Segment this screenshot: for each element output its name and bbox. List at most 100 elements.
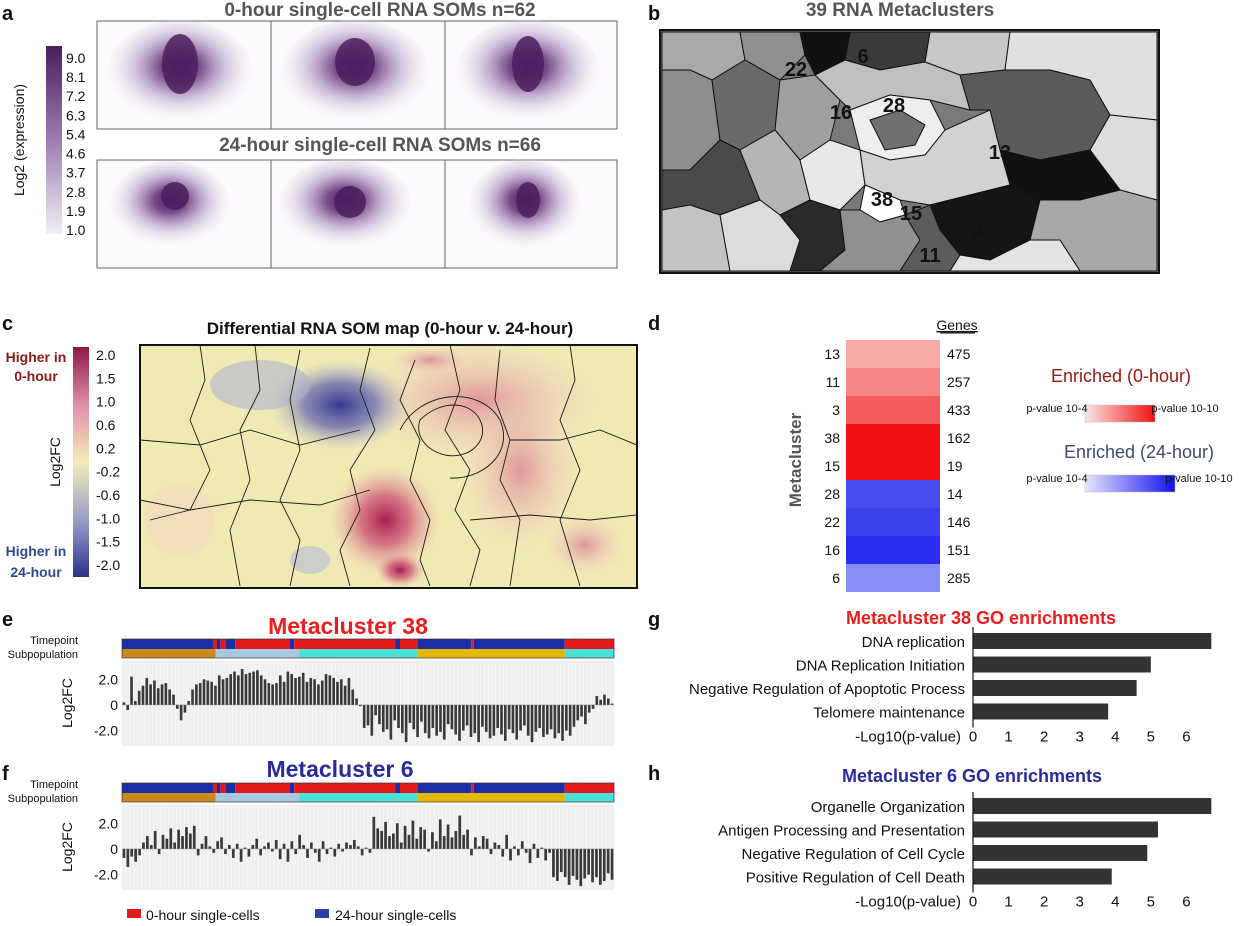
log2fc-bar xyxy=(251,845,255,849)
log2fc-bar xyxy=(415,838,419,849)
subpopulation-track-label: Subpopulation xyxy=(8,793,78,805)
log2fc-bar xyxy=(339,679,343,705)
log2fc-bar xyxy=(168,689,172,705)
x-tick-label: 0 xyxy=(969,894,977,911)
timepoint-track-segment xyxy=(220,783,226,793)
log2fc-bar xyxy=(564,704,568,731)
heatmap-cell xyxy=(846,396,940,424)
log2fc-bar xyxy=(389,704,393,740)
log2fc-bar xyxy=(458,815,462,849)
log2fc-bar xyxy=(356,846,360,849)
log2fc-bar xyxy=(294,677,297,705)
log2fc-bar xyxy=(559,848,563,873)
go-term-bar xyxy=(973,821,1158,838)
panel-letter-f: f xyxy=(2,763,9,785)
log2fc-bar xyxy=(584,704,587,725)
log2fc-bar xyxy=(545,704,549,735)
log2fc-bar xyxy=(320,680,324,705)
som-expression-core xyxy=(335,38,375,86)
metacluster-label-28: 28 xyxy=(883,95,905,117)
metacluster-label-13: 13 xyxy=(989,142,1011,164)
log2fc-bar xyxy=(576,704,580,721)
log2fc-bar xyxy=(156,688,160,705)
gene-count-label: 14 xyxy=(947,486,963,502)
log2fc-bar xyxy=(191,689,194,705)
log2fc-bar xyxy=(563,848,567,878)
go-term-bar xyxy=(973,656,1151,673)
metacluster-row-label: 38 xyxy=(824,430,840,446)
log2fc-bar xyxy=(519,704,522,731)
log2fc-bar xyxy=(599,699,602,705)
log2fc-bar xyxy=(244,674,248,705)
log2fc-bar xyxy=(321,841,325,849)
expression-scale-label: Log2 (expression) xyxy=(11,84,27,196)
log2fc-bar xyxy=(122,702,126,705)
log2fc-bar xyxy=(497,845,501,849)
log2fc-bar xyxy=(526,704,530,736)
log2fc-bar xyxy=(247,848,251,857)
log2fc-bar xyxy=(489,848,493,855)
log2fc-bar xyxy=(503,704,507,741)
metacluster-label-11: 11 xyxy=(919,245,940,267)
x-tick-label: 6 xyxy=(1182,729,1190,746)
timepoint-track-segment xyxy=(471,639,474,649)
scale-tick-label: 7.2 xyxy=(66,88,86,104)
x-tick-label: 3 xyxy=(1076,894,1084,911)
gene-count-label: 19 xyxy=(947,458,963,474)
log2fc-bar xyxy=(484,704,488,732)
log2fc-bar xyxy=(177,829,180,849)
log2fc-bar xyxy=(275,683,278,705)
metacluster-38-title: Metacluster 38 xyxy=(268,613,428,639)
log2fc-bar xyxy=(228,845,231,849)
log2fc-bar xyxy=(513,846,516,849)
log2fc-bar xyxy=(333,848,337,857)
log2fc-bar xyxy=(572,704,576,727)
panel-letter-h: h xyxy=(648,763,660,785)
log2fc-bar xyxy=(235,843,239,849)
log2fc-bar xyxy=(603,694,606,705)
log2fc-bar xyxy=(381,704,385,732)
log2fc-bar xyxy=(470,848,473,856)
log2fc-bar xyxy=(294,848,298,855)
log2fc-bar xyxy=(325,848,329,855)
log2fc-bar xyxy=(439,704,442,732)
log2fc-bar xyxy=(202,679,206,705)
panel-letter-g: g xyxy=(648,609,660,631)
scale-tick-label: -2.0 xyxy=(96,557,120,573)
log2fc-bar xyxy=(204,836,208,849)
log2fc-bar xyxy=(216,841,220,849)
go-term-label: Negative Regulation of Apoptotic Process xyxy=(689,681,965,698)
scale-tick-label: 0.6 xyxy=(96,417,116,433)
heatmap-cell xyxy=(846,508,940,536)
log2fc-bar xyxy=(196,848,200,856)
log2fc-bar xyxy=(229,674,233,705)
go-term-label: Negative Regulation of Cell Cycle xyxy=(742,846,965,863)
log2fc-bar xyxy=(407,834,411,849)
log2fc-bar xyxy=(571,848,575,876)
log2fc-bar xyxy=(520,841,524,849)
timepoint-track-segment xyxy=(225,783,236,793)
log2fc-bar xyxy=(160,684,164,705)
log2fc-bar xyxy=(255,838,259,849)
timepoint-track-segment xyxy=(122,783,214,793)
log2fc-bar xyxy=(298,676,301,705)
heatmap-cell xyxy=(846,340,940,368)
y-tick-label: 0 xyxy=(110,841,118,857)
annotation-tracks xyxy=(121,782,615,803)
log2fc-bar xyxy=(536,848,540,858)
log2fc-bar xyxy=(259,848,262,856)
log2fc-bar xyxy=(392,833,395,849)
scale-tick-label: -0.2 xyxy=(96,464,120,480)
log2fc-bar xyxy=(511,704,515,734)
scale-tick-label: 1.5 xyxy=(96,370,116,386)
gene-count-label: 433 xyxy=(947,402,971,418)
log2fc-bar xyxy=(587,848,590,875)
log2fc-bar xyxy=(378,704,381,725)
metacluster-label-16: 16 xyxy=(830,102,852,124)
panel-b: 39 RNA Metaclusters xyxy=(659,0,1160,274)
log2fc-bar xyxy=(431,832,434,849)
log2fc-bar xyxy=(313,679,316,705)
y-tick-labels: 2.0 0 -2.0 xyxy=(94,815,118,882)
expression-color-scale xyxy=(46,46,62,234)
